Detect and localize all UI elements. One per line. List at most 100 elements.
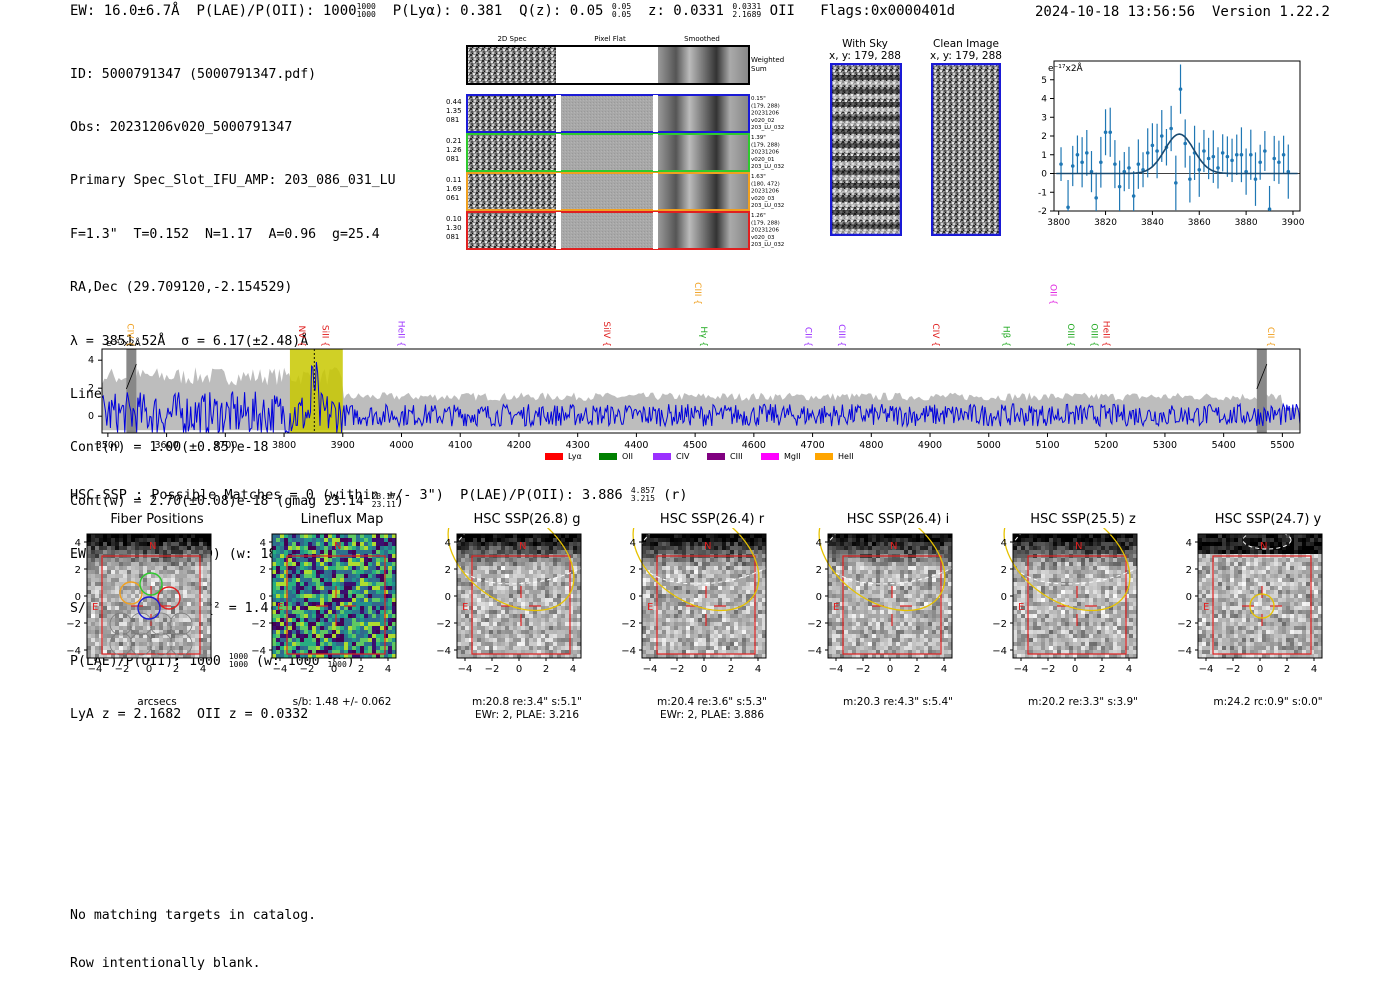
hsc-xtick-label: 0 bbox=[1072, 664, 1078, 675]
hsc-xtick-label: 4 bbox=[1311, 664, 1317, 675]
zoom-xtick-label: 3880 bbox=[1235, 218, 1258, 228]
hsc-xtick-label: −4 bbox=[643, 664, 658, 675]
zoom-data-point bbox=[1085, 130, 1089, 176]
zoom-data-point bbox=[1230, 139, 1234, 182]
zoom-data-point bbox=[1108, 108, 1112, 157]
hsc-xtick-label: 4 bbox=[385, 664, 391, 675]
zoom-xtick-label: 3900 bbox=[1282, 218, 1305, 228]
full-line-label: CIV { bbox=[124, 323, 134, 347]
zoom-data-point bbox=[1137, 139, 1141, 188]
full-line-label: Hβ { bbox=[1001, 326, 1011, 347]
zoom-data-point bbox=[1155, 124, 1159, 179]
col-header-2dspec: 2D Spec bbox=[497, 35, 526, 43]
zoom-data-point bbox=[1216, 147, 1220, 188]
full-legend-entry: CIV bbox=[653, 452, 690, 461]
full-xtick-label: 3600 bbox=[155, 440, 179, 451]
footer-line-1: No matching targets in catalog. bbox=[70, 908, 316, 924]
zoom-data-point bbox=[1249, 130, 1253, 180]
hsc-ytick-label: −4 bbox=[251, 646, 266, 657]
plya-value: P(Lyα): 0.381 bbox=[393, 3, 503, 19]
hsc-panel-title: HSC SSP(26.4) r bbox=[630, 512, 794, 527]
zoom-data-point bbox=[1235, 135, 1239, 175]
svg-text:CII {: CII { bbox=[1265, 327, 1275, 347]
hsc-ytick-label: −2 bbox=[992, 619, 1007, 630]
zoom-data-point bbox=[1113, 140, 1117, 188]
compass-e-label: E bbox=[647, 602, 653, 613]
hsc-xtick-label: 0 bbox=[146, 664, 152, 675]
zoom-data-point bbox=[1122, 152, 1126, 191]
zoom-data-point bbox=[1286, 145, 1290, 199]
hsc-xtick-label: −2 bbox=[1041, 664, 1056, 675]
hsc-ytick-label: −2 bbox=[1177, 619, 1192, 630]
hsc-ytick-label: −2 bbox=[807, 619, 822, 630]
svg-text:CIII {: CIII { bbox=[836, 324, 846, 347]
zoom-data-point bbox=[1094, 173, 1098, 211]
hsc-title: HSC-SSP : Possible Matches = 0 (within +… bbox=[70, 487, 687, 503]
hsc-xtick-label: 4 bbox=[755, 664, 761, 675]
full-line-label: CIII { bbox=[836, 324, 846, 347]
zoom-data-point bbox=[1080, 137, 1084, 187]
full-ytick-label: 0 bbox=[88, 411, 94, 422]
hsc-ytick-label: −4 bbox=[621, 646, 636, 657]
hsc-xtick-label: −2 bbox=[485, 664, 500, 675]
svg-text:Sum: Sum bbox=[751, 65, 767, 73]
full-xtick-label: 4000 bbox=[389, 440, 413, 451]
svg-text:HeII {: HeII { bbox=[396, 321, 406, 347]
spec2d-row-right-label: (179, 288) bbox=[751, 103, 780, 109]
hsc-ytick-label: 4 bbox=[630, 538, 636, 549]
spec2d-row-left-label: 0.11 bbox=[446, 176, 462, 184]
full-legend-entry: Lyα bbox=[545, 452, 582, 461]
info-lyaz: LyA z = 2.1682 OII z = 0.0332 bbox=[70, 706, 404, 724]
hsc-ytick-label: 0 bbox=[75, 592, 81, 603]
compass-n-label: N bbox=[519, 541, 526, 552]
full-line-label: SiIV { bbox=[601, 321, 611, 347]
full-xtick-label: 4300 bbox=[566, 440, 590, 451]
spec2d-row-left-label: 081 bbox=[446, 233, 459, 241]
full-line-label: HeII { bbox=[396, 321, 406, 347]
svg-text:CIV: CIV bbox=[676, 452, 690, 461]
zoom-data-point bbox=[1132, 171, 1136, 211]
zoom-data-point bbox=[1104, 109, 1108, 155]
hsc-xtick-label: −2 bbox=[670, 664, 685, 675]
spec2d-row-right-label: v020_01 bbox=[751, 157, 775, 163]
hsc-panel-caption: m:20.8 re:3.4" s:5.1"EWr: 2, PLAE: 3.216 bbox=[435, 696, 619, 721]
zoom-data-point bbox=[1268, 186, 1272, 211]
hsc-ytick-label: 2 bbox=[1186, 565, 1192, 576]
hsc-xtick-label: 0 bbox=[516, 664, 522, 675]
full-xtick-label: 3500 bbox=[96, 440, 120, 451]
full-line-label: HeII { bbox=[1100, 321, 1110, 347]
hsc-ytick-label: 0 bbox=[260, 592, 266, 603]
compass-e-label: E bbox=[92, 602, 98, 613]
spec2d-row-right-label: 1.63" bbox=[751, 174, 766, 180]
full-unit-label: e⁻¹⁷x2Å bbox=[106, 337, 142, 349]
svg-text:OII {: OII { bbox=[1047, 284, 1057, 305]
with-sky-image bbox=[830, 63, 902, 236]
full-xtick-label: 3800 bbox=[272, 440, 296, 451]
full-ytick-label: 2 bbox=[88, 383, 94, 394]
spec2d-row-right-label: v020_03 bbox=[751, 196, 775, 202]
hsc-ytick-label: 0 bbox=[1001, 592, 1007, 603]
hsc-xtick-label: 4 bbox=[570, 664, 576, 675]
svg-text:HeII {: HeII { bbox=[1100, 321, 1110, 347]
hsc-ytick-label: 4 bbox=[1186, 538, 1192, 549]
spec2d-row-left-label: 1.26 bbox=[446, 146, 462, 154]
compass-n-label: N bbox=[149, 541, 156, 552]
full-xtick-label: 5500 bbox=[1270, 440, 1294, 451]
hsc-panel-caption: arcsecs bbox=[65, 696, 249, 709]
zoom-data-point bbox=[1076, 136, 1080, 174]
spec2d-row-right-label: v020_02 bbox=[751, 118, 775, 124]
zoom-ytick-label: 2 bbox=[1041, 132, 1047, 142]
hsc-ytick-label: −2 bbox=[66, 619, 81, 630]
full-legend-entry: CIII bbox=[707, 452, 743, 461]
info-primary: Primary Spec_Slot_IFU_AMP: 203_086_031_L… bbox=[70, 172, 404, 190]
hsc-xtick-label: −2 bbox=[1226, 664, 1241, 675]
spec2d-row-left-label: 0.44 bbox=[446, 98, 462, 106]
plae-value: P(LAE)/P(OII): 1000 bbox=[196, 3, 356, 19]
hsc-ytick-label: −2 bbox=[436, 619, 451, 630]
